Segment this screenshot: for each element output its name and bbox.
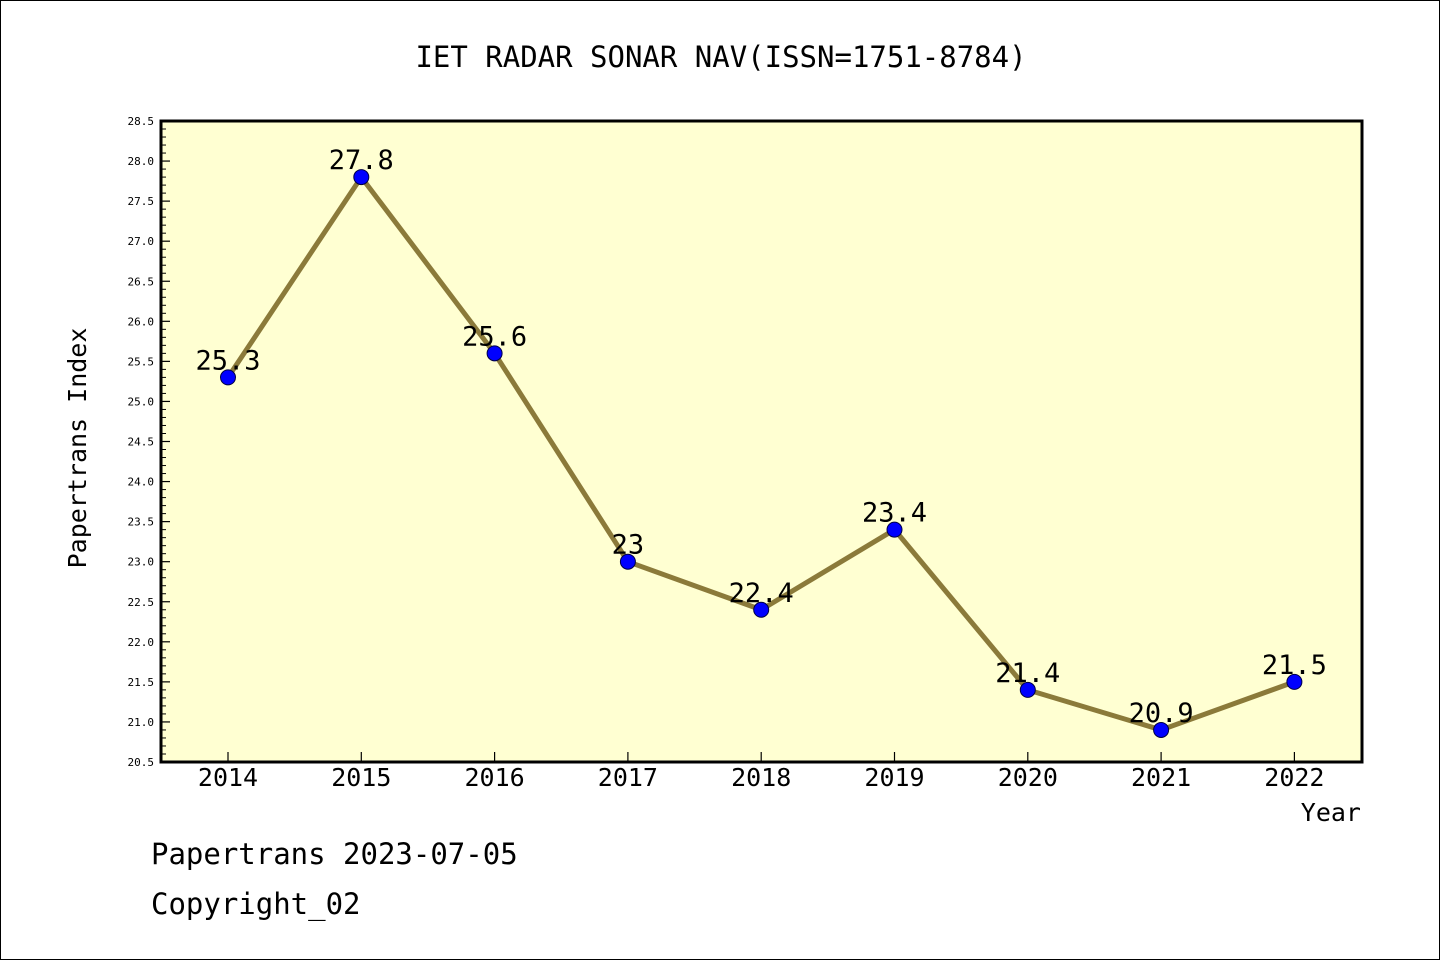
data-label: 23.4 bbox=[862, 498, 927, 529]
data-point bbox=[220, 369, 236, 386]
x-tick-label: 2015 bbox=[331, 763, 391, 792]
x-tick-label: 2016 bbox=[464, 763, 524, 792]
x-tick-label: 2020 bbox=[998, 763, 1058, 792]
data-point bbox=[1019, 681, 1036, 698]
y-tick-label: 28.5 bbox=[128, 115, 155, 128]
x-tick-label: 2017 bbox=[598, 763, 658, 792]
y-tick-label: 26.0 bbox=[128, 315, 155, 328]
y-tick-label: 27.0 bbox=[128, 235, 155, 248]
y-tick-label: 20.5 bbox=[128, 756, 155, 769]
x-axis-label: Year bbox=[1301, 798, 1361, 827]
data-point bbox=[1286, 673, 1303, 690]
data-markers bbox=[220, 169, 1303, 738]
data-point bbox=[619, 553, 636, 570]
data-point bbox=[486, 345, 503, 362]
y-tick-label: 27.5 bbox=[128, 195, 155, 208]
x-tick-label: 2018 bbox=[731, 763, 791, 792]
data-label: 22.4 bbox=[729, 578, 794, 609]
y-tick-label: 25.5 bbox=[128, 355, 155, 368]
data-label: 25.3 bbox=[195, 345, 260, 376]
y-tick-label: 26.5 bbox=[128, 275, 155, 288]
data-label: 25.6 bbox=[462, 321, 527, 352]
y-tick-label: 21.0 bbox=[128, 716, 155, 729]
y-axis: 20.5 21.0 21.5 22.0 22.5 23.0 23.5 24.0 24.5 25.0… bbox=[128, 115, 170, 769]
plot-area bbox=[159, 119, 1364, 764]
data-point bbox=[753, 601, 770, 618]
footer-copyright: Copyright_02 bbox=[151, 887, 361, 921]
footer-date: Papertrans 2023-07-05 bbox=[151, 837, 518, 871]
data-label: 21.5 bbox=[1262, 650, 1327, 681]
y-tick-label: 22.0 bbox=[128, 636, 155, 649]
data-point bbox=[886, 521, 903, 538]
data-labels: 25.3 27.8 25.6 23 22.4 23.4 21.4 20.9 21.5 bbox=[195, 145, 1326, 729]
data-label: 20.9 bbox=[1129, 698, 1194, 729]
y-tick-label: 21.5 bbox=[128, 676, 155, 689]
x-tick-label: 2022 bbox=[1264, 763, 1324, 792]
chart-title: IET RADAR SONAR NAV(ISSN=1751-8784) bbox=[415, 40, 1026, 74]
data-label: 27.8 bbox=[329, 145, 394, 176]
data-label: 21.4 bbox=[995, 658, 1060, 689]
x-tick-label: 2021 bbox=[1131, 763, 1191, 792]
y-tick-label: 24.0 bbox=[128, 476, 155, 489]
y-tick-label: 23.5 bbox=[128, 516, 155, 529]
y-axis-label: Papertrans Index bbox=[63, 328, 92, 569]
y-tick-label: 22.5 bbox=[128, 596, 155, 609]
y-tick-label: 24.5 bbox=[128, 436, 155, 449]
y-tick-label: 28.0 bbox=[128, 155, 155, 168]
x-axis: 2014 2015 2016 2017 2018 2019 2020 2021 2022 bbox=[198, 752, 1325, 792]
x-tick-label: 2014 bbox=[198, 763, 258, 792]
x-tick-label: 2019 bbox=[864, 763, 924, 792]
y-tick-label: 25.0 bbox=[128, 395, 155, 408]
data-point bbox=[1153, 721, 1170, 738]
y-tick-label: 23.0 bbox=[128, 556, 155, 569]
data-label: 23 bbox=[612, 530, 645, 561]
data-point bbox=[353, 169, 370, 186]
